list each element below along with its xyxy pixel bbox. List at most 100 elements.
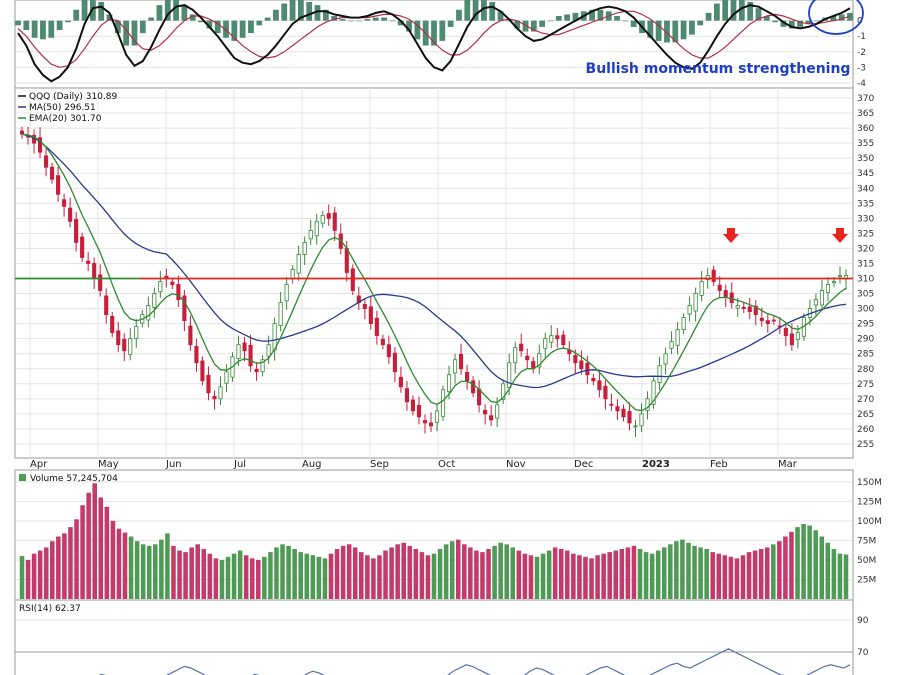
volume-bar — [298, 552, 303, 599]
volume-bar — [401, 542, 406, 599]
volume-tick-label: 50M — [857, 556, 876, 566]
macd-line — [17, 4, 851, 83]
macd-histogram-bar — [189, 14, 196, 21]
volume-bar — [516, 550, 522, 599]
candle-body — [254, 368, 259, 373]
macd-histogram-bar — [713, 3, 720, 21]
volume-bar — [752, 550, 758, 599]
volume-bar — [37, 550, 43, 599]
price-tick-label: 255 — [857, 440, 874, 450]
volume-bar — [268, 552, 273, 599]
candle-body — [483, 409, 488, 415]
candle-body — [68, 207, 73, 222]
candle-body — [501, 383, 506, 400]
candle-body — [681, 317, 686, 331]
macd-histogram-bar — [439, 20, 446, 41]
volume-bar — [813, 530, 818, 599]
candle-body — [392, 352, 397, 373]
volume-bar — [280, 544, 285, 599]
volume-panel: 150M 125M 100M 75M 50M 25M Volume 57,245,704 — [14, 469, 882, 601]
macd-histogram — [15, 0, 853, 46]
volume-y-axis: 150M 125M 100M 75M 50M 25M — [857, 478, 882, 586]
volume-bar — [613, 550, 619, 599]
volume-bar — [625, 547, 631, 599]
macd-tick-label: -1 — [857, 32, 866, 42]
volume-bar — [819, 536, 825, 599]
candle-body — [194, 346, 199, 364]
volume-bar — [31, 553, 37, 599]
volume-bar — [19, 556, 25, 599]
candle-body — [224, 371, 229, 384]
volume-bar — [528, 555, 534, 599]
price-tick-label: 330 — [857, 214, 874, 224]
price-tick-label: 350 — [857, 154, 874, 164]
volume-bar — [655, 550, 661, 599]
candle-body — [404, 388, 409, 403]
macd-histogram-bar — [672, 20, 679, 43]
candle-body — [813, 299, 818, 306]
volume-bar — [589, 558, 594, 599]
ma50-line — [21, 133, 847, 389]
macd-histogram-bar — [655, 20, 662, 41]
macd-histogram-bar — [306, 1, 313, 21]
volume-bar — [134, 541, 140, 599]
macd-histogram-bar — [555, 16, 562, 21]
volume-bar — [843, 554, 849, 599]
macd-histogram-bar — [48, 20, 55, 38]
volume-bar — [740, 555, 746, 599]
macd-histogram-bar — [705, 12, 712, 21]
volume-bar — [25, 559, 31, 599]
macd-histogram-bar — [273, 9, 279, 21]
price-tick-label: 320 — [857, 244, 874, 254]
volume-bar — [692, 545, 697, 599]
macd-histogram-bar — [780, 20, 787, 27]
x-tick-label: Mar — [778, 459, 798, 470]
macd-histogram-bar — [248, 20, 254, 34]
candle-body — [434, 410, 440, 423]
volume-bar — [758, 549, 764, 599]
volume-bar — [159, 539, 164, 599]
price-tick-label: 270 — [857, 395, 874, 405]
macd-histogram-bar — [614, 16, 620, 21]
rsi-tick-label: 70 — [857, 648, 869, 658]
price-tick-label: 275 — [857, 380, 874, 390]
volume-bar — [431, 553, 437, 599]
volume-bar — [334, 549, 340, 599]
macd-histogram-bar — [381, 17, 387, 21]
macd-histogram-bar — [472, 0, 479, 21]
volume-bar — [607, 552, 612, 599]
macd-histogram-bar — [281, 3, 288, 21]
candle-body — [705, 275, 710, 281]
legend-ema20: EMA(20) 301.70 — [29, 114, 102, 124]
candle-body — [110, 316, 115, 334]
candle-body — [128, 338, 133, 355]
volume-bar — [249, 558, 255, 599]
volume-legend-swatch — [19, 474, 26, 481]
macd-histogram-bar — [264, 17, 271, 21]
candle-body — [284, 284, 289, 302]
volume-bar — [462, 544, 467, 599]
volume-bar — [637, 549, 643, 599]
candle-body — [627, 411, 632, 424]
candle-body — [771, 319, 776, 322]
candle-body — [837, 275, 843, 277]
volume-bar — [722, 555, 728, 599]
volume-tick-label: 125M — [857, 497, 882, 507]
macd-histogram-bar — [198, 20, 204, 23]
volume-bar — [698, 547, 703, 599]
macd-histogram-bar — [530, 20, 537, 32]
volume-bar — [68, 527, 73, 599]
macd-histogram-bar — [772, 20, 779, 23]
candle-body — [266, 344, 271, 357]
macd-histogram-bar — [65, 20, 71, 23]
macd-histogram-bar — [622, 20, 629, 22]
ema20-line — [21, 133, 847, 412]
candle-body — [452, 359, 458, 374]
candle-body — [410, 399, 416, 412]
volume-bar — [425, 555, 431, 599]
volume-bar — [419, 552, 425, 599]
price-panel: 255 260 265 270 275 280 285 290 295 300 305 310 315 3… — [14, 87, 874, 470]
volume-bar — [140, 544, 146, 599]
volume-bar — [789, 531, 794, 599]
candle-body — [422, 420, 428, 424]
